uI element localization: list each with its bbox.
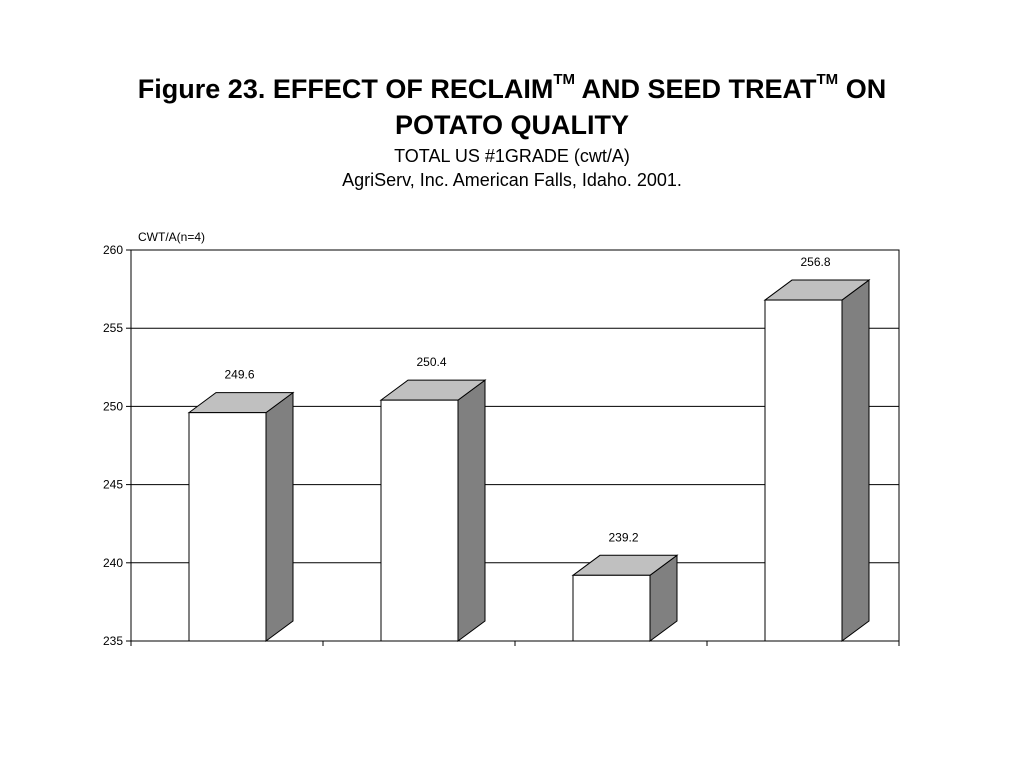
trademark-mark: TM: [816, 71, 839, 88]
data-label-background: [217, 366, 262, 383]
data-label: 249.6: [224, 368, 254, 382]
bar: [379, 379, 487, 642]
axes: 235 240 245 250 255 260: [103, 243, 900, 648]
data-label-background: [601, 529, 646, 546]
data-label: 256.8: [800, 255, 830, 269]
chart-title-line-1: Figure 23. EFFECT OF RECLAIMTM AND SEED …: [0, 71, 1024, 105]
data-label-background: [793, 254, 838, 271]
bar-side-face: [457, 379, 486, 642]
data-labels: 249.6 250.4 239.2 256.8: [217, 254, 838, 546]
bar-side-face: [841, 279, 870, 642]
data-label: 239.2: [608, 530, 638, 544]
bar-front-face: [188, 412, 267, 642]
bar: [187, 391, 295, 642]
chart-subtitle-line-2: AgriServ, Inc. American Falls, Idaho. 20…: [342, 170, 682, 190]
chart-title-line-2: POTATO QUALITY: [395, 110, 629, 140]
y-tick-label: 255: [103, 321, 123, 335]
y-tick-label: 235: [103, 634, 123, 648]
y-axis-title: CWT/A(n=4): [138, 230, 205, 244]
bar: [571, 554, 679, 642]
y-tick-label: 250: [103, 399, 123, 413]
y-tick-label: 245: [103, 478, 123, 492]
title-prefix: Figure 23. EFFECT OF RECLAIM: [137, 74, 554, 104]
bar-front-face: [572, 574, 651, 642]
trademark-mark: TM: [553, 71, 575, 88]
bar-front-face: [380, 399, 459, 642]
bar: [763, 279, 871, 642]
data-label-background: [409, 354, 454, 371]
y-tick-label: 240: [103, 556, 123, 570]
y-tick-label: 260: [103, 243, 123, 257]
chart-subtitle-line-1: TOTAL US #1GRADE (cwt/A): [394, 146, 630, 166]
bar-front-face: [764, 299, 843, 642]
bars: [187, 279, 871, 642]
title-suffix: ON: [838, 74, 887, 104]
title-middle: AND SEED TREAT: [575, 74, 817, 104]
data-label: 250.4: [416, 355, 446, 369]
bar-side-face: [265, 391, 294, 642]
